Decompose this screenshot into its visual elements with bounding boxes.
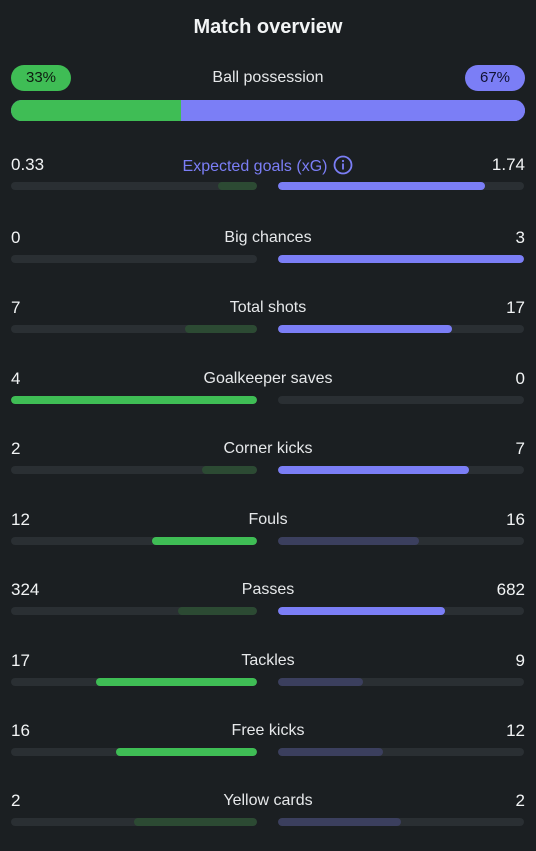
stat-row: 12 Fouls 16 (11, 509, 525, 553)
home-stat-fill (217, 182, 257, 190)
home-stat-track (11, 537, 257, 545)
home-stat-track (11, 255, 257, 263)
home-stat-track (11, 748, 257, 756)
away-stat-track (278, 466, 524, 474)
away-stat-fill (278, 255, 524, 263)
home-stat-track (11, 325, 257, 333)
home-stat-fill (11, 396, 257, 404)
home-possession-badge: 33% (11, 65, 71, 91)
stat-label: Goalkeeper saves (11, 369, 525, 389)
away-stat-value: 0 (515, 369, 525, 388)
stat-label-text: Goalkeeper saves (203, 370, 333, 387)
away-stat-track (278, 325, 524, 333)
stat-row: 2 Yellow cards 2 (11, 790, 525, 834)
stat-row: 0.33 Expected goals (xG) 1.74 (11, 154, 525, 198)
home-stat-track (11, 607, 257, 615)
away-stat-fill (278, 466, 470, 474)
stat-label-text: Corner kicks (223, 440, 313, 457)
home-stat-value: 2 (11, 791, 21, 810)
away-stat-value: 17 (506, 298, 525, 317)
stat-label: Corner kicks (11, 439, 525, 459)
home-stat-value: 7 (11, 298, 21, 317)
away-stat-value: 1.74 (491, 155, 525, 174)
stat-label: Passes (11, 580, 525, 600)
stat-label: Expected goals (xG) (11, 155, 525, 177)
stat-label-text: Free kicks (231, 722, 305, 739)
away-stat-value: 2 (515, 791, 525, 810)
stat-label: Yellow cards (11, 791, 525, 811)
away-stat-fill (278, 607, 445, 615)
away-stat-value: 12 (506, 721, 525, 740)
stat-label-text: Total shots (229, 299, 307, 316)
away-stat-value: 9 (515, 651, 525, 670)
possession-row: 33% Ball possession 67% (11, 65, 525, 91)
away-stat-fill (278, 678, 364, 686)
info-icon[interactable] (333, 155, 353, 175)
stat-label: Tackles (11, 651, 525, 671)
home-stat-track (11, 182, 257, 190)
stat-label-text: Tackles (241, 652, 295, 669)
home-stat-value: 16 (11, 721, 30, 740)
away-stat-fill (278, 537, 419, 545)
home-stat-value: 0.33 (11, 155, 45, 174)
stat-label-text: Big chances (224, 229, 312, 246)
home-stat-fill (177, 607, 257, 615)
home-stat-fill (134, 818, 257, 826)
home-stat-value: 4 (11, 369, 21, 388)
away-stat-fill (278, 325, 453, 333)
away-possession-badge: 67% (465, 65, 525, 91)
away-possession-fill (180, 100, 525, 121)
stat-label: Free kicks (11, 721, 525, 741)
home-stat-value: 17 (11, 651, 30, 670)
stat-row: 17 Tackles 9 (11, 650, 525, 694)
away-stat-value: 16 (506, 510, 525, 529)
home-stat-fill (151, 537, 257, 545)
possession-label: Ball possession (212, 69, 324, 86)
home-stat-value: 12 (11, 510, 30, 529)
stat-label: Fouls (11, 510, 525, 530)
away-stat-track (278, 607, 524, 615)
stat-row: 0 Big chances 3 (11, 227, 525, 271)
away-stat-track (278, 182, 524, 190)
possession-bar (11, 100, 525, 121)
stat-row: 4 Goalkeeper saves 0 (11, 368, 525, 412)
stat-row: 2 Corner kicks 7 (11, 438, 525, 482)
stat-label-text: Expected goals (xG) (182, 158, 328, 175)
home-stat-fill (116, 748, 257, 756)
home-stat-track (11, 818, 257, 826)
away-stat-fill (278, 182, 485, 190)
home-stat-fill (96, 678, 257, 686)
stat-label-text: Passes (241, 581, 295, 598)
home-stat-fill (185, 325, 257, 333)
home-possession-fill (11, 100, 181, 121)
stat-row: 16 Free kicks 12 (11, 720, 525, 764)
away-stat-track (278, 818, 524, 826)
home-stat-track (11, 396, 257, 404)
away-stat-value: 3 (515, 228, 525, 247)
home-stat-value: 0 (11, 228, 21, 247)
stat-label-text: Fouls (248, 511, 288, 528)
home-stat-track (11, 466, 257, 474)
away-stat-track (278, 255, 524, 263)
away-stat-track (278, 537, 524, 545)
away-stat-track (278, 396, 524, 404)
stat-label: Big chances (11, 228, 525, 248)
away-stat-value: 682 (496, 580, 525, 599)
stat-row: 7 Total shots 17 (11, 297, 525, 341)
away-stat-track (278, 678, 524, 686)
stat-label-text: Yellow cards (223, 792, 313, 809)
stat-row: 324 Passes 682 (11, 579, 525, 623)
page-title: Match overview (193, 16, 343, 38)
home-stat-fill (202, 466, 257, 474)
away-stat-fill (278, 748, 384, 756)
home-stat-value: 2 (11, 439, 21, 458)
away-stat-track (278, 748, 524, 756)
stat-label: Total shots (11, 298, 525, 318)
home-stat-value: 324 (11, 580, 40, 599)
home-stat-track (11, 678, 257, 686)
away-stat-value: 7 (515, 439, 525, 458)
away-stat-fill (278, 818, 401, 826)
